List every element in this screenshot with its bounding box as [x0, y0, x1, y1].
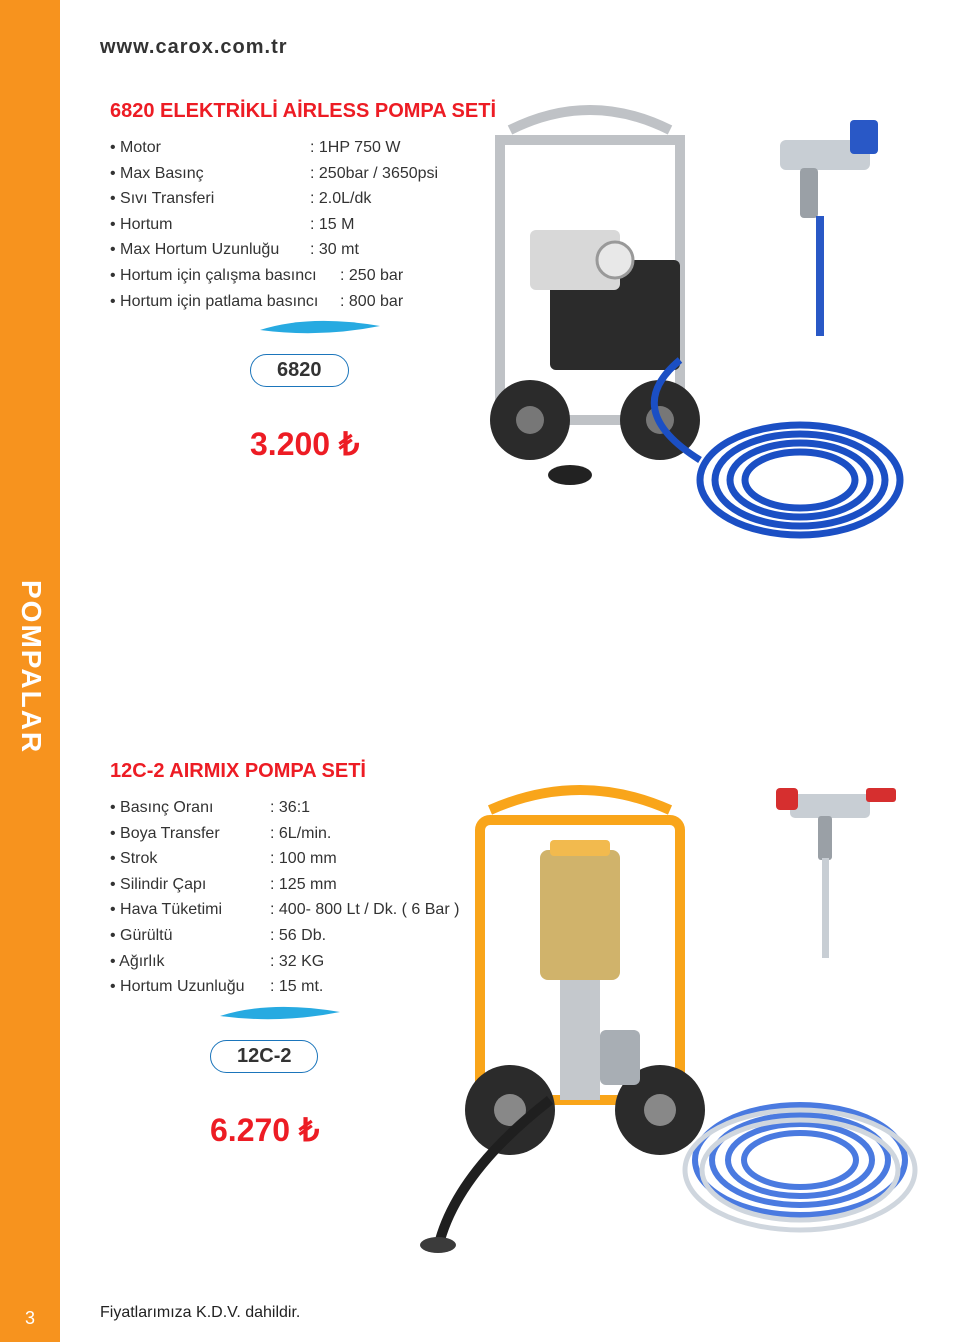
spec-value: : 1HP 750 W: [310, 135, 400, 161]
spec-value: : 250bar / 3650psi: [310, 161, 438, 187]
product-1-model-badge: 6820: [250, 354, 349, 387]
sidebar-category-label: POMPALAR: [15, 580, 47, 754]
spec-value: : 36:1: [270, 795, 310, 821]
spec-value: : 125 mm: [270, 872, 337, 898]
spec-value: : 800 bar: [340, 289, 403, 315]
spec-label: • Strok: [110, 846, 270, 872]
spec-value: : 2.0L/dk: [310, 186, 371, 212]
header-url: www.carox.com.tr: [100, 36, 288, 59]
page-number: 3: [0, 1294, 60, 1342]
spec-label: • Hortum Uzunluğu: [110, 974, 270, 1000]
spec-label: • Hortum için patlama basıncı: [110, 289, 340, 315]
swoosh-icon: [210, 1002, 350, 1024]
sidebar-orange-bar: POMPALAR: [0, 0, 60, 1342]
spec-label: • Max Hortum Uzunluğu: [110, 237, 310, 263]
spec-value: : 56 Db.: [270, 923, 326, 949]
spec-label: • Silindir Çapı: [110, 872, 270, 898]
spec-label: • Gürültü: [110, 923, 270, 949]
spec-label: • Basınç Oranı: [110, 795, 270, 821]
footer-note: Fiyatlarımıza K.D.V. dahildir.: [100, 1304, 300, 1322]
spec-value: : 15 M: [310, 212, 354, 238]
spec-label: • Hava Tüketimi: [110, 897, 270, 923]
model-text: 6820: [277, 359, 322, 381]
model-text: 12C-2: [237, 1045, 291, 1067]
page-number-text: 3: [25, 1308, 35, 1329]
spec-value: : 30 mt: [310, 237, 359, 263]
product-2-model-badge: 12C-2: [210, 1040, 318, 1073]
spec-label: • Motor: [110, 135, 310, 161]
spec-value: : 6L/min.: [270, 821, 331, 847]
spec-label: • Ağırlık: [110, 949, 270, 975]
spec-value: : 250 bar: [340, 263, 403, 289]
spec-label: • Sıvı Transferi: [110, 186, 310, 212]
spec-label: • Hortum için çalışma basıncı: [110, 263, 340, 289]
product-1-image: [420, 80, 910, 600]
swoosh-icon: [250, 316, 390, 338]
spec-label: • Hortum: [110, 212, 310, 238]
spec-label: • Boya Transfer: [110, 821, 270, 847]
spec-value: : 32 KG: [270, 949, 324, 975]
product-2-image: [400, 740, 920, 1260]
spec-label: • Max Basınç: [110, 161, 310, 187]
spec-value: : 100 mm: [270, 846, 337, 872]
spec-value: : 15 mt.: [270, 974, 323, 1000]
